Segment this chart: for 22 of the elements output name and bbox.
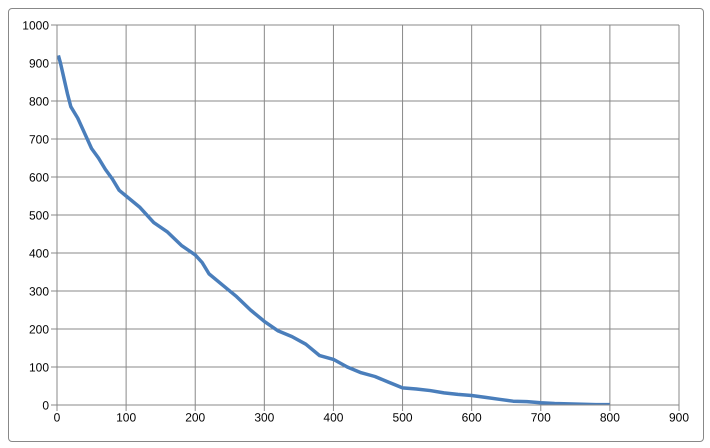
x-tick-label: 100 bbox=[116, 410, 136, 425]
x-tick-label: 300 bbox=[254, 410, 275, 425]
y-tick-label: 1000 bbox=[22, 18, 50, 32]
y-tick-label: 300 bbox=[28, 284, 50, 298]
line-series bbox=[57, 54, 612, 405]
y-tick-label: 400 bbox=[28, 246, 50, 260]
x-tick-label: 200 bbox=[185, 410, 206, 425]
y-tick-label: 0 bbox=[42, 398, 50, 412]
y-tick-label: 600 bbox=[28, 170, 50, 184]
x-tick-label: 500 bbox=[392, 410, 413, 425]
y-tick-label: 100 bbox=[28, 360, 50, 374]
x-tick-label: 800 bbox=[600, 410, 620, 425]
y-tick-label: 500 bbox=[28, 208, 50, 222]
x-tick-label: 700 bbox=[530, 410, 552, 425]
x-tick-label: 0 bbox=[54, 410, 61, 425]
x-tick-label: 400 bbox=[323, 410, 344, 425]
y-tick-label: 200 bbox=[28, 322, 50, 336]
x-tick-label: 900 bbox=[668, 410, 690, 425]
x-tick-label: 600 bbox=[462, 410, 482, 425]
y-tick-label: 900 bbox=[28, 56, 50, 70]
y-tick-label: 800 bbox=[28, 94, 50, 108]
y-tick-label: 700 bbox=[28, 132, 50, 146]
